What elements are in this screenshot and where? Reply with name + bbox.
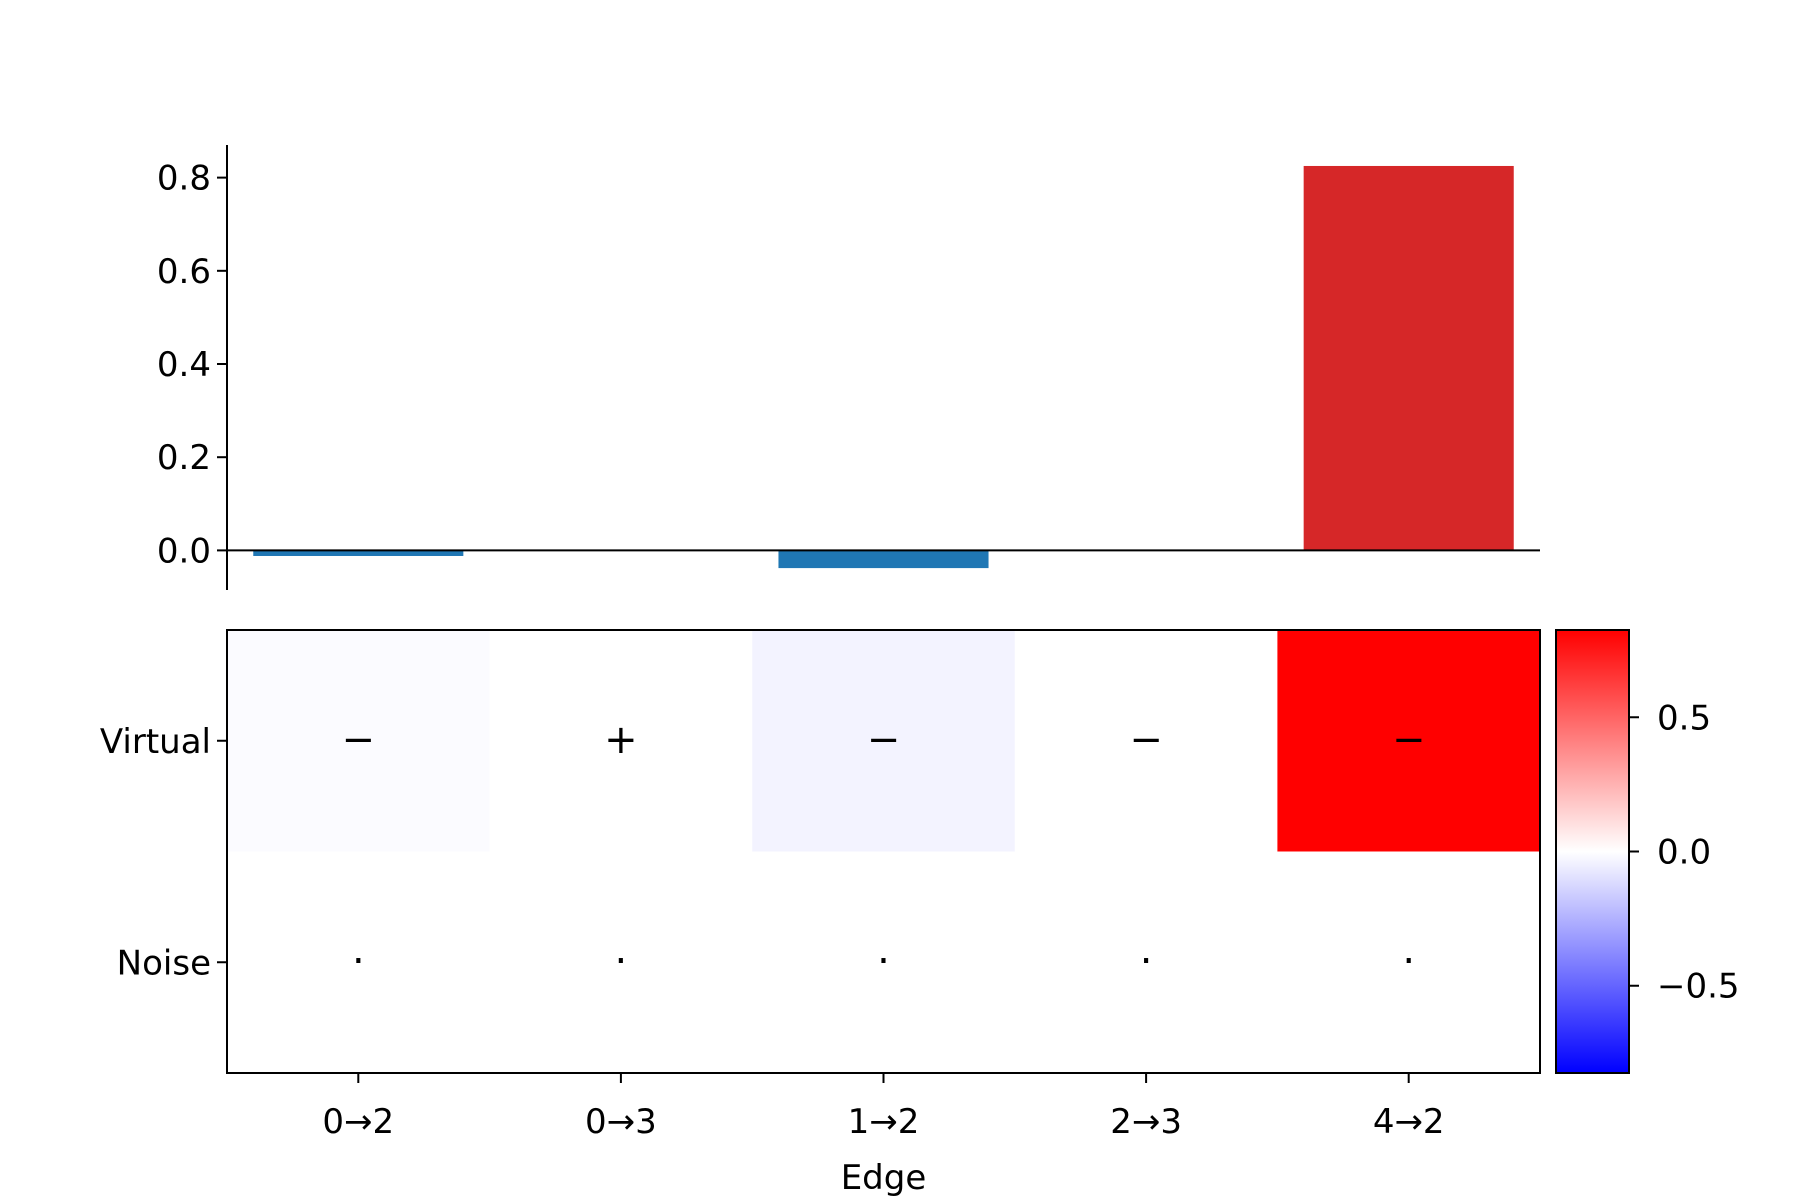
colorbar-gradient xyxy=(1556,630,1629,1073)
heatmap-cell xyxy=(1014,851,1278,1074)
heatmap-cell-annotation: · xyxy=(1402,938,1415,984)
bar-y-tick-label: 0.0 xyxy=(157,531,211,571)
heatmap-cell xyxy=(1277,630,1541,852)
heatmap-y-ticks: Virtual Noise xyxy=(100,722,227,983)
colorbar: 0.5 0.0 −0.5 xyxy=(1555,629,1740,1074)
heatmap-cell-annotation: − xyxy=(1392,717,1426,763)
bar-group xyxy=(253,165,1514,569)
heatmap-cell-annotation: · xyxy=(352,938,365,984)
colorbar-ticks: 0.5 0.0 −0.5 xyxy=(1629,698,1740,1007)
colorbar-tick-label: 0.0 xyxy=(1657,833,1711,873)
bar-y-tick-label: 0.2 xyxy=(157,438,211,478)
heatmap-y-tick-label: Virtual xyxy=(100,722,211,762)
bar-2 xyxy=(778,550,989,569)
heatmap-cell-annotation: − xyxy=(867,717,901,763)
heatmap-cell xyxy=(489,630,753,852)
colorbar-tick-label: 0.5 xyxy=(1657,698,1711,738)
heatmap-cell xyxy=(1277,851,1541,1074)
bar-y-tick-label: 0.8 xyxy=(157,159,211,199)
bar-y-ticks: 0.0 0.2 0.4 0.6 0.8 xyxy=(157,159,227,571)
heatmap-cell-annotation: − xyxy=(342,717,376,763)
heatmap-cell xyxy=(227,851,491,1074)
heatmap-cell xyxy=(489,851,753,1074)
heatmap-cell xyxy=(752,630,1016,852)
bar-4 xyxy=(1303,165,1514,551)
colorbar-tick-label: −0.5 xyxy=(1657,967,1740,1007)
heatmap-y-tick-label: Noise xyxy=(117,943,211,983)
heatmap-x-ticks: 0→2 0→3 1→2 2→3 4→2 xyxy=(322,1073,1445,1142)
heatmap-cell-annotation: · xyxy=(615,938,628,984)
heatmap-x-axis-label: Edge xyxy=(841,1158,927,1198)
heatmap-cells xyxy=(227,630,1541,1074)
heatmap-x-tick-label: 1→2 xyxy=(848,1102,920,1142)
bar-y-tick-label: 0.6 xyxy=(157,252,211,292)
heatmap-cell xyxy=(227,630,491,852)
heatmap-cell-annotation: − xyxy=(1129,717,1163,763)
bar-0 xyxy=(253,550,464,556)
heatmap-cell xyxy=(752,851,1016,1074)
heatmap-x-tick-label: 0→3 xyxy=(585,1102,657,1142)
heatmap-annotations: − + − − − · · · · · xyxy=(342,717,1426,985)
heatmap-cell-annotation: · xyxy=(877,938,890,984)
heatmap-cell xyxy=(1014,630,1278,852)
heatmap-cell-annotation: · xyxy=(1140,938,1153,984)
heatmap-cell-annotation: + xyxy=(604,717,638,763)
bar-y-tick-label: 0.4 xyxy=(157,345,211,385)
bar-chart-panel: 0.0 0.2 0.4 0.6 0.8 xyxy=(157,145,1540,590)
heatmap-x-tick-label: 4→2 xyxy=(1373,1102,1445,1142)
heatmap-x-tick-label: 0→2 xyxy=(322,1102,394,1142)
heatmap-x-tick-label: 2→3 xyxy=(1110,1102,1182,1142)
